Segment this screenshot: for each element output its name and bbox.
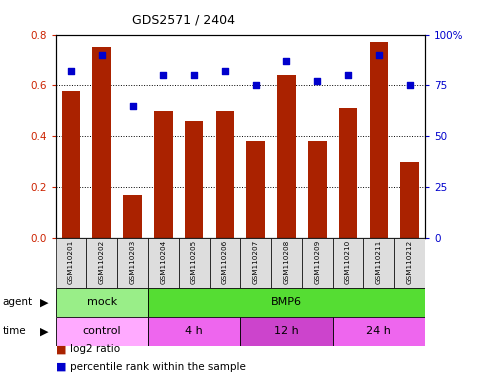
Text: GSM110208: GSM110208 <box>284 240 289 284</box>
Bar <box>240 317 333 346</box>
Bar <box>154 111 172 238</box>
Bar <box>179 238 210 288</box>
Text: ▶: ▶ <box>40 326 48 336</box>
Bar <box>210 238 240 288</box>
Bar <box>302 238 333 288</box>
Point <box>159 72 167 78</box>
Bar <box>277 75 296 238</box>
Bar <box>148 317 241 346</box>
Point <box>221 68 229 74</box>
Text: 24 h: 24 h <box>367 326 391 336</box>
Bar <box>56 238 86 288</box>
Text: GSM110212: GSM110212 <box>407 240 412 284</box>
Text: GDS2571 / 2404: GDS2571 / 2404 <box>132 13 235 26</box>
Text: GSM110210: GSM110210 <box>345 240 351 284</box>
Point <box>406 83 413 89</box>
Bar <box>62 91 80 238</box>
Point <box>283 58 290 64</box>
Text: GSM110201: GSM110201 <box>68 240 74 284</box>
Text: ■: ■ <box>56 344 66 354</box>
Point <box>128 103 136 109</box>
Text: mock: mock <box>86 297 117 308</box>
Bar <box>339 108 357 238</box>
Point <box>252 83 259 89</box>
Bar <box>364 238 394 288</box>
Bar <box>117 238 148 288</box>
Text: GSM110202: GSM110202 <box>99 240 105 284</box>
Text: ■: ■ <box>56 362 66 372</box>
Text: GSM110204: GSM110204 <box>160 240 166 284</box>
Bar <box>92 47 111 238</box>
Bar <box>123 195 142 238</box>
Bar <box>369 42 388 238</box>
Text: GSM110209: GSM110209 <box>314 240 320 284</box>
Text: time: time <box>2 326 26 336</box>
Text: GSM110206: GSM110206 <box>222 240 228 284</box>
Bar <box>333 317 425 346</box>
Bar <box>394 238 425 288</box>
Text: GSM110203: GSM110203 <box>129 240 136 284</box>
Text: percentile rank within the sample: percentile rank within the sample <box>70 362 246 372</box>
Bar <box>56 288 148 317</box>
Bar <box>246 141 265 238</box>
Text: GSM110205: GSM110205 <box>191 240 197 284</box>
Text: ▶: ▶ <box>40 297 48 308</box>
Bar <box>271 238 302 288</box>
Text: GSM110207: GSM110207 <box>253 240 259 284</box>
Bar <box>86 238 117 288</box>
Point <box>190 72 198 78</box>
Bar <box>308 141 327 238</box>
Bar <box>240 238 271 288</box>
Text: BMP6: BMP6 <box>271 297 302 308</box>
Point <box>67 68 75 74</box>
Text: 12 h: 12 h <box>274 326 299 336</box>
Point <box>313 78 321 84</box>
Text: 4 h: 4 h <box>185 326 203 336</box>
Bar <box>56 317 148 346</box>
Point <box>344 72 352 78</box>
Text: log2 ratio: log2 ratio <box>70 344 120 354</box>
Bar <box>400 162 419 238</box>
Bar <box>185 121 203 238</box>
Bar <box>148 238 179 288</box>
Point <box>98 52 106 58</box>
Text: control: control <box>83 326 121 336</box>
Point <box>375 52 383 58</box>
Bar <box>148 288 425 317</box>
Bar <box>333 238 364 288</box>
Text: GSM110211: GSM110211 <box>376 240 382 284</box>
Bar <box>215 111 234 238</box>
Text: agent: agent <box>2 297 32 308</box>
